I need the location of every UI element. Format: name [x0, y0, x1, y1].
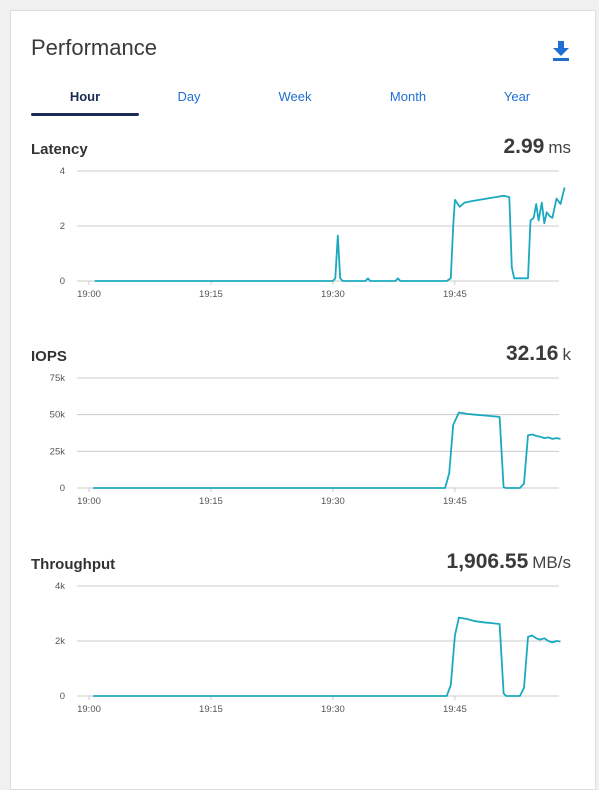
- y-tick-label: 75k: [50, 373, 66, 384]
- y-tick-label: 0: [60, 483, 65, 494]
- current-value: 2.99 ms: [503, 135, 571, 159]
- y-tick-label: 0: [60, 691, 65, 702]
- x-tick-label: 19:30: [321, 496, 345, 507]
- x-tick-label: 19:15: [199, 496, 223, 507]
- value-unit: ms: [548, 138, 571, 157]
- iops-chart: IOPS 32.16 k 0 25k 50k 75k 19:00 19:15 19:30 19:…: [31, 342, 571, 538]
- download-icon[interactable]: [552, 41, 570, 61]
- chart-title: Throughput: [31, 556, 116, 573]
- chart-title: IOPS: [31, 348, 67, 365]
- x-tick-label: 19:00: [77, 704, 101, 715]
- series-line-0: [94, 187, 566, 282]
- y-tick-label: 2k: [55, 636, 65, 647]
- x-tick-label: 19:45: [443, 289, 467, 300]
- tab-month[interactable]: Month: [389, 89, 427, 104]
- tab-week[interactable]: Week: [278, 89, 312, 104]
- y-tick-label: 4k: [55, 581, 65, 592]
- current-value: 32.16 k: [506, 342, 571, 366]
- y-tick-label: 4: [60, 166, 65, 177]
- x-tick-label: 19:15: [199, 704, 223, 715]
- iops-plot: 0 25k 50k 75k 19:00 19:15 19:30 19:45: [50, 373, 561, 507]
- x-tick-label: 19:30: [321, 704, 345, 715]
- latency-chart: Latency 2.99 ms 0 2 4 19:00 19:15 19:30 19:45: [31, 135, 571, 331]
- x-tick-label: 19:45: [443, 496, 467, 507]
- x-tick-label: 19:45: [443, 704, 467, 715]
- value-number: 2.99: [503, 135, 545, 158]
- series-line-0: [93, 411, 561, 489]
- active-tab-underline: [31, 113, 139, 116]
- chart-title: Latency: [31, 141, 88, 158]
- y-tick-label: 0: [60, 276, 65, 287]
- y-tick-label: 25k: [50, 446, 66, 457]
- latency-plot: 0 2 4 19:00 19:15 19:30 19:45: [60, 166, 566, 300]
- y-tick-label: 50k: [50, 410, 66, 421]
- performance-card: Performance Hour Day Week Month Year Lat…: [10, 10, 596, 790]
- current-value: 1,906.55 MB/s: [447, 550, 571, 574]
- value-unit: k: [562, 345, 572, 364]
- time-range-tabs: Hour Day Week Month Year: [31, 87, 571, 127]
- card-title: Performance: [31, 35, 157, 60]
- x-tick-label: 19:00: [77, 289, 101, 300]
- throughput-chart: Throughput 1,906.55 MB/s 0 2k 4k 19:00 19:15 1…: [31, 550, 571, 746]
- tab-day[interactable]: Day: [177, 89, 201, 104]
- series-line-0: [93, 616, 561, 697]
- y-tick-label: 2: [60, 221, 65, 232]
- value-number: 1,906.55: [446, 550, 529, 573]
- value-unit: MB/s: [532, 553, 571, 572]
- tab-hour[interactable]: Hour: [69, 89, 101, 104]
- value-number: 32.16: [505, 342, 559, 365]
- throughput-plot: 0 2k 4k 19:00 19:15 19:30 19:45: [55, 581, 561, 715]
- x-tick-label: 19:15: [199, 289, 223, 300]
- tab-year[interactable]: Year: [503, 89, 531, 104]
- x-tick-label: 19:00: [77, 496, 101, 507]
- x-tick-label: 19:30: [321, 289, 345, 300]
